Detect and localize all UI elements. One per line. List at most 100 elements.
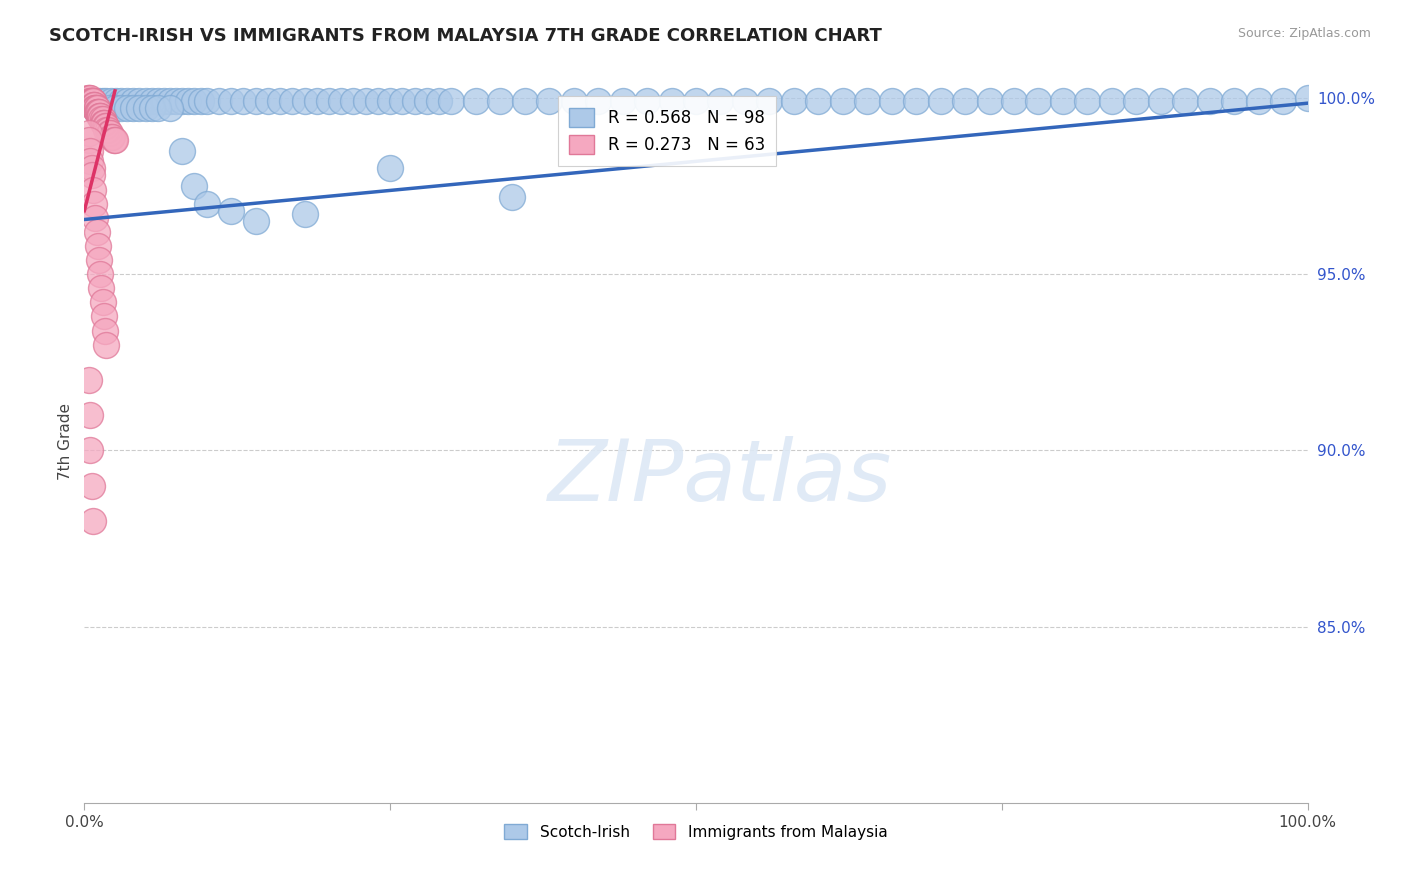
- Point: [79, 154, 101, 169]
- Point: [77, 91, 100, 105]
- Point: [87, 105, 110, 120]
- Point: [86, 105, 108, 120]
- Point: [87, 105, 110, 120]
- Y-axis label: 7th Grade: 7th Grade: [58, 403, 73, 480]
- Point: [146, 102, 169, 116]
- Point: [79, 144, 101, 158]
- Point: [82, 98, 104, 112]
- Point: [100, 129, 122, 144]
- Point: [110, 95, 132, 109]
- Point: [97, 122, 120, 136]
- Point: [538, 95, 561, 109]
- Point: [89, 267, 111, 281]
- Point: [783, 95, 806, 109]
- Point: [82, 95, 104, 109]
- Point: [146, 95, 169, 109]
- Point: [105, 95, 128, 109]
- Point: [440, 95, 463, 109]
- Point: [79, 95, 101, 109]
- Point: [93, 310, 115, 324]
- Point: [77, 133, 100, 147]
- Point: [416, 95, 439, 109]
- Point: [87, 253, 110, 268]
- Point: [82, 514, 104, 528]
- Point: [367, 95, 389, 109]
- Point: [122, 95, 145, 109]
- Point: [1052, 95, 1074, 109]
- Point: [1272, 95, 1295, 109]
- Point: [758, 95, 780, 109]
- Point: [84, 102, 107, 116]
- Point: [257, 95, 280, 109]
- Point: [159, 95, 181, 109]
- Point: [330, 95, 353, 109]
- Point: [77, 126, 100, 140]
- Point: [380, 161, 402, 176]
- Point: [464, 95, 486, 109]
- Point: [77, 91, 100, 105]
- Point: [219, 203, 242, 218]
- Point: [1223, 95, 1246, 109]
- Point: [1028, 95, 1050, 109]
- Point: [380, 95, 402, 109]
- Point: [91, 105, 114, 120]
- Point: [685, 95, 707, 109]
- Point: [91, 112, 114, 126]
- Point: [195, 196, 218, 211]
- Point: [294, 207, 316, 221]
- Point: [979, 95, 1001, 109]
- Point: [354, 95, 377, 109]
- Point: [661, 95, 683, 109]
- Point: [104, 102, 127, 116]
- Point: [513, 95, 536, 109]
- Point: [97, 102, 120, 116]
- Point: [245, 214, 267, 228]
- Point: [318, 95, 340, 109]
- Point: [87, 109, 110, 123]
- Point: [807, 95, 830, 109]
- Point: [1296, 91, 1319, 105]
- Point: [82, 182, 104, 196]
- Point: [90, 112, 112, 126]
- Point: [83, 102, 105, 116]
- Point: [89, 109, 111, 123]
- Point: [391, 95, 413, 109]
- Point: [77, 373, 100, 387]
- Point: [98, 126, 121, 140]
- Point: [269, 95, 291, 109]
- Point: [905, 95, 928, 109]
- Point: [94, 119, 117, 133]
- Point: [96, 119, 118, 133]
- Point: [115, 95, 138, 109]
- Point: [84, 95, 107, 109]
- Point: [281, 95, 304, 109]
- Point: [115, 102, 138, 116]
- Point: [94, 324, 117, 338]
- Point: [1101, 95, 1123, 109]
- Point: [953, 95, 976, 109]
- Point: [135, 95, 157, 109]
- Point: [96, 122, 118, 136]
- Point: [83, 196, 105, 211]
- Point: [305, 95, 328, 109]
- Point: [80, 161, 103, 176]
- Point: [232, 95, 254, 109]
- Point: [709, 95, 731, 109]
- Point: [91, 115, 114, 129]
- Point: [183, 179, 205, 194]
- Point: [183, 95, 205, 109]
- Point: [80, 169, 103, 183]
- Point: [86, 102, 108, 116]
- Point: [90, 281, 112, 295]
- Point: [97, 126, 120, 140]
- Point: [190, 95, 212, 109]
- Point: [734, 95, 756, 109]
- Point: [87, 105, 110, 120]
- Point: [153, 95, 176, 109]
- Point: [1198, 95, 1220, 109]
- Point: [83, 98, 105, 112]
- Point: [880, 95, 903, 109]
- Text: SCOTCH-IRISH VS IMMIGRANTS FROM MALAYSIA 7TH GRADE CORRELATION CHART: SCOTCH-IRISH VS IMMIGRANTS FROM MALAYSIA…: [49, 27, 882, 45]
- Point: [87, 95, 110, 109]
- Point: [159, 102, 181, 116]
